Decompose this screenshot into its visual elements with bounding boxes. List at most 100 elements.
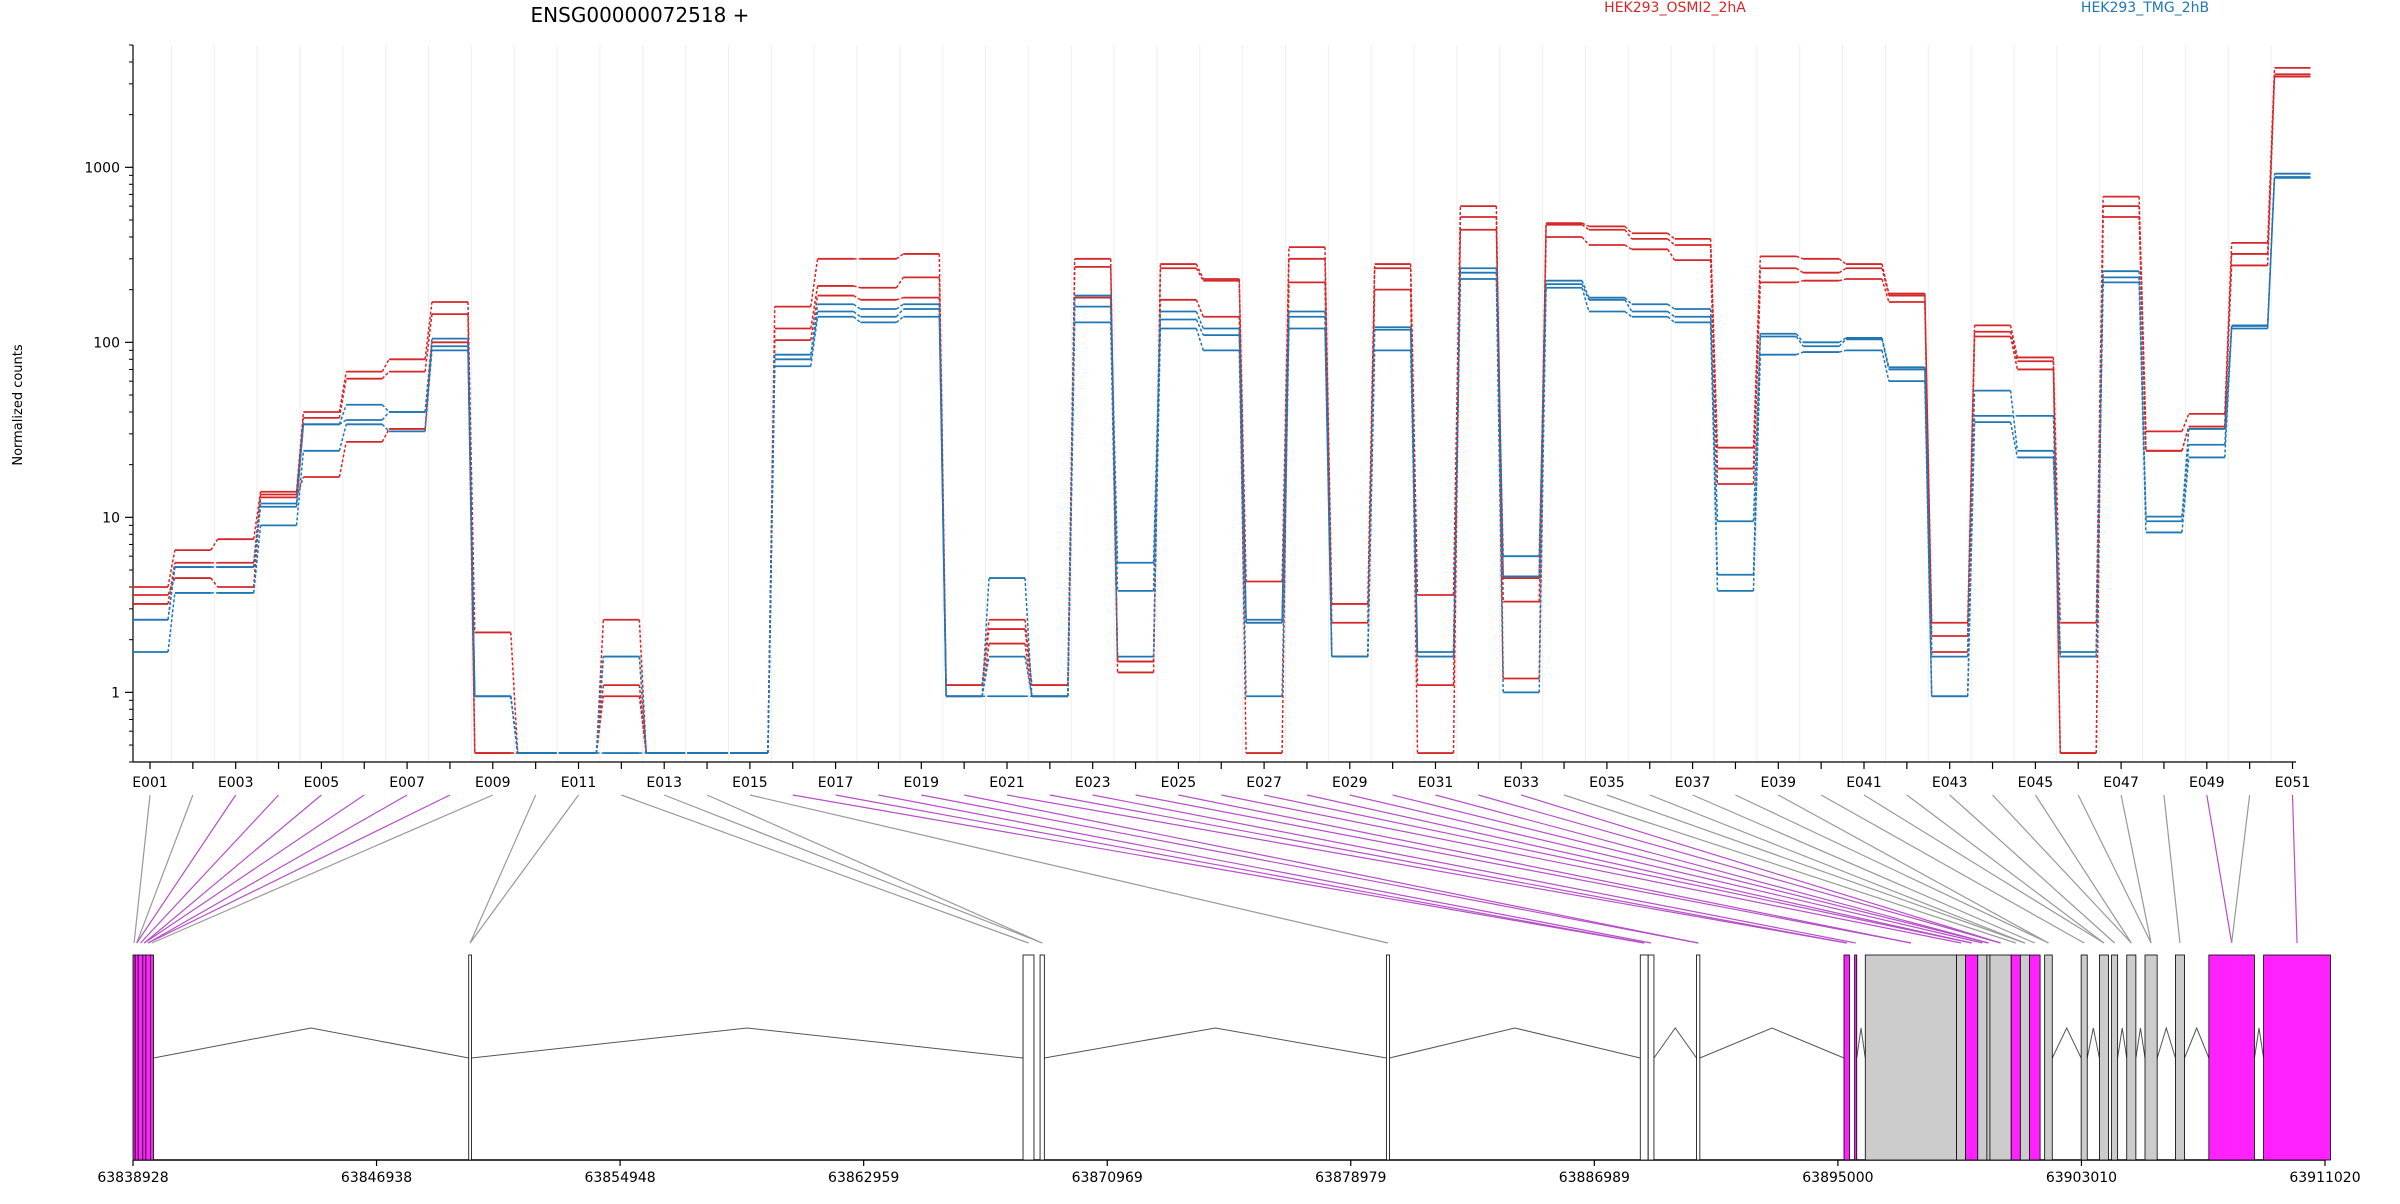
x-tick-label: E039	[1761, 775, 1797, 791]
series-connector	[424, 346, 433, 413]
series-connector	[1495, 279, 1504, 693]
exon-box	[2111, 954, 2119, 1161]
exon-box	[2080, 954, 2088, 1161]
series-connector	[295, 424, 305, 504]
legend-label-2: HEK293_TMG_2hB	[2081, 0, 2209, 16]
genomic-tick-label: 63870969	[1072, 1170, 1143, 1186]
series-connector	[1881, 278, 1890, 303]
exon-box	[1647, 954, 1655, 1161]
exon-box	[1039, 954, 1045, 1161]
y-axis-label: Normalized counts	[11, 344, 26, 466]
exon-box	[2263, 954, 2331, 1161]
series-connector	[1838, 349, 1847, 353]
x-tick-label: E043	[1932, 775, 1968, 791]
legend: HEK293_OSMI2_2hA HEK293_TMG_2hB	[1604, 0, 2209, 16]
genomic-tick-label: 63886989	[1559, 1170, 1630, 1186]
exon-connector	[2034, 794, 2132, 944]
exon-connector	[2291, 794, 2298, 944]
series-connector	[2138, 282, 2147, 533]
y-tick-label: 10	[102, 510, 120, 526]
series-connector	[1881, 337, 1890, 368]
exon-connector	[878, 794, 1652, 944]
intron-line	[2051, 1026, 2082, 1059]
series-connector	[1581, 280, 1590, 298]
series-4	[132, 172, 2311, 754]
series-connector	[1709, 260, 1719, 485]
exon-connector	[1778, 794, 2049, 944]
exon-box	[1956, 954, 1967, 1161]
exon-connector	[1521, 794, 2001, 944]
series-connector	[595, 696, 605, 754]
exon-connector	[663, 794, 1043, 944]
exon-connector	[1392, 794, 1989, 944]
x-tick-label: E031	[1418, 775, 1454, 791]
exon-connector	[2231, 794, 2251, 944]
intron-line	[2135, 1027, 2146, 1059]
series-connector	[1281, 311, 1290, 620]
series-connector	[1667, 232, 1676, 240]
series-connector	[1238, 350, 1247, 697]
exon-connector	[147, 794, 408, 944]
exon-box	[1864, 954, 1957, 1161]
exon-box	[1639, 954, 1649, 1161]
x-tick-label: E013	[646, 775, 682, 791]
chart-title: ENSG00000072518 +	[531, 3, 750, 27]
x-tick-label: E025	[1161, 775, 1197, 791]
intron-line	[471, 1027, 1024, 1059]
series-connector	[810, 295, 819, 341]
series-connector	[381, 371, 390, 380]
series-connector	[1624, 310, 1633, 318]
series-connector	[1195, 311, 1204, 329]
exon-connector	[1092, 794, 1856, 944]
series-connector	[1581, 236, 1590, 246]
exon-box	[1989, 954, 2012, 1161]
series-connector	[1838, 337, 1847, 343]
series-connector	[252, 491, 262, 540]
intron-line	[2117, 1027, 2128, 1059]
series-connector	[2138, 217, 2147, 451]
series-connector	[1538, 287, 1547, 693]
series-connector	[210, 538, 219, 551]
x-tick-label: E015	[732, 775, 768, 791]
series-connector	[381, 411, 390, 421]
series-connector	[424, 350, 433, 432]
exon-connector	[1863, 794, 2105, 944]
series-connector	[1796, 351, 1804, 356]
series-connector	[2181, 413, 2190, 432]
exon-connector	[2206, 794, 2233, 944]
series-connector	[1795, 333, 1804, 343]
series-connector	[1838, 278, 1847, 282]
series-connector	[1624, 299, 1633, 312]
intron-line	[2156, 1026, 2176, 1059]
exon-connector	[2077, 794, 2152, 944]
exon-connector	[1049, 794, 1847, 944]
exon-connector	[835, 794, 1645, 944]
exon-box	[1965, 954, 1979, 1161]
series-connector	[1667, 310, 1676, 318]
exon-box	[1843, 954, 1850, 1161]
series-connector	[1881, 339, 1890, 370]
exon-box	[2098, 954, 2109, 1161]
genomic-tick-label: 63911020	[2289, 1170, 2360, 1186]
x-tick-label: E049	[2189, 775, 2225, 791]
exon-connector-lines	[133, 794, 2298, 944]
series-connector	[1152, 311, 1162, 563]
series-connector	[295, 424, 305, 507]
series-connector	[1067, 322, 1076, 697]
series-connector	[1581, 224, 1590, 231]
exon-connector	[1649, 794, 2026, 944]
series-2	[132, 73, 2311, 754]
series-connector	[2052, 457, 2061, 657]
genomic-tick-label: 63878979	[1315, 1170, 1386, 1186]
series-connector	[2181, 444, 2190, 522]
genomic-tick-label: 63895000	[1802, 1170, 1873, 1186]
series-connector	[2224, 265, 2233, 427]
exon-connector	[1820, 794, 2085, 944]
x-tick-label: E051	[2275, 775, 2311, 791]
series-connector	[1624, 297, 1633, 305]
series-connector	[2266, 177, 2276, 329]
exon-box	[2029, 954, 2041, 1161]
series-connector	[1667, 238, 1676, 246]
series-connector	[810, 316, 819, 367]
